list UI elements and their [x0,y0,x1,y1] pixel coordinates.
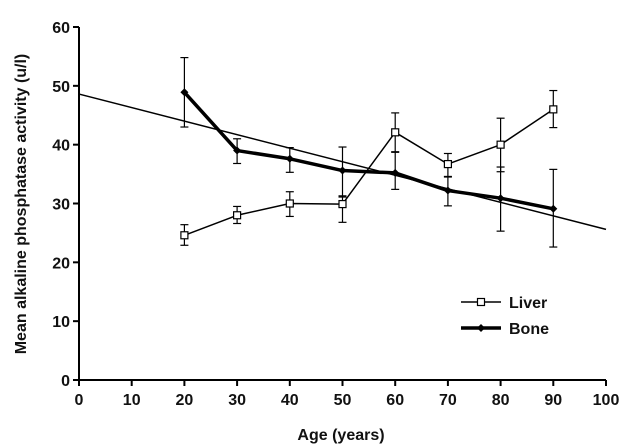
liver-point [180,231,189,240]
liver-point [285,199,294,208]
y-axis-title: Mean alkaline phosphatase activity (u/l) [13,54,30,355]
y-tick-label: 40 [52,138,70,155]
y-tick-label: 50 [52,79,70,96]
bone-point [496,194,505,203]
liver-point [338,199,347,209]
bone-point [180,88,189,97]
x-tick-label: 100 [593,392,620,409]
y-tick-label: 0 [61,373,70,390]
legend-liver-label: Liver [509,295,547,312]
liver-point [391,128,400,137]
bone-point [443,186,452,195]
plot-marks [78,56,607,248]
x-tick-label: 60 [386,392,404,409]
x-tick-label: 70 [439,392,457,409]
bone-series [180,56,558,248]
legend-bone-label: Bone [509,321,549,338]
liver-point [443,159,452,169]
liver-line [184,108,554,236]
x-tick-label: 40 [281,392,299,409]
legend: Liver Bone [461,295,549,338]
axes: 0 10 20 30 40 50 60 70 80 90 100 0 10 20 30 40 50 60 [52,20,619,409]
bone-line [183,91,554,211]
x-tick-label: 10 [123,392,141,409]
x-axis-title: Age (years) [297,427,384,444]
bone-point [285,154,294,163]
x-tick-label: 50 [334,392,352,409]
x-tick-label: 80 [492,392,510,409]
bone-point [233,146,242,155]
y-tick-label: 60 [52,20,70,37]
y-tick-label: 30 [52,197,70,214]
liver-point [496,140,505,149]
bone-point [549,204,558,213]
legend-liver-marker [476,297,486,307]
bone-point [338,166,347,175]
liver-series [180,89,558,246]
x-tick-label: 30 [228,392,246,409]
liver-point [549,105,558,114]
x-tick-label: 90 [544,392,562,409]
legend-bone-marker [477,324,485,332]
y-tick-label: 20 [52,255,70,272]
bone-point [391,168,400,177]
liver-point [233,211,242,220]
x-tick-label: 20 [176,392,194,409]
y-tick-label: 10 [52,314,70,331]
x-tick-label: 0 [75,392,84,409]
